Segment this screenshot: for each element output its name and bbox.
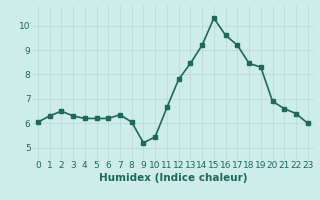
X-axis label: Humidex (Indice chaleur): Humidex (Indice chaleur) — [99, 173, 247, 183]
